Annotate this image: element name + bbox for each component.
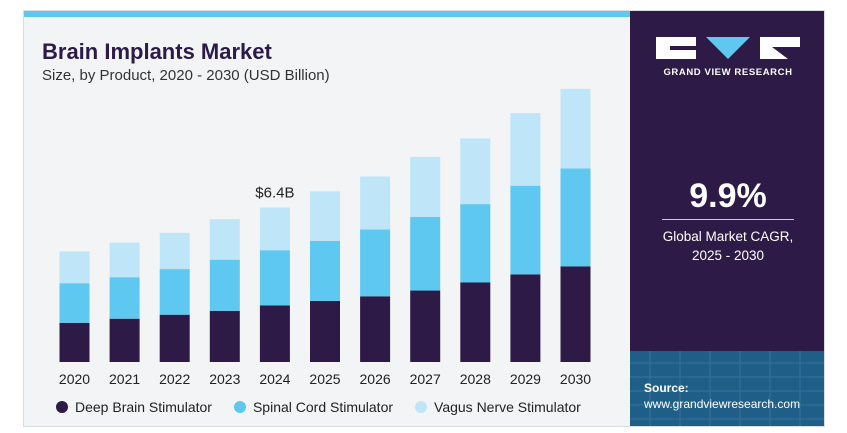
bar-total-annotation: $6.4B [255,185,294,202]
bar-segment-2030-vagus-nerve-stimulator [560,88,591,169]
legend-swatch [56,401,68,413]
legend-label: Vagus Nerve Stimulator [434,399,581,415]
bar-segment-2028-deep-brain-stimulator [460,282,491,362]
bar-segment-2025-spinal-cord-stimulator [310,241,340,301]
bar-segment-2023-spinal-cord-stimulator [209,259,240,311]
sidebar-panel: GRAND VIEW RESEARCH 9.9% Global Market C… [630,11,824,426]
bar-segment-2030-deep-brain-stimulator [560,266,591,362]
chart-legend: Deep Brain Stimulator Spinal Cord Stimul… [56,399,581,415]
bar-segment-2027-spinal-cord-stimulator [410,216,441,291]
bar-segment-2027-deep-brain-stimulator [410,290,441,362]
bar-segment-2022-vagus-nerve-stimulator [159,232,190,270]
bar-segment-2023-vagus-nerve-stimulator [209,219,240,260]
bar-segment-2029-vagus-nerve-stimulator [510,113,541,186]
legend-label: Deep Brain Stimulator [75,399,212,415]
bar-segment-2022-deep-brain-stimulator [159,314,190,362]
cagr-label-line2: 2025 - 2030 [691,248,765,263]
x-tick-label: 2025 [309,371,340,387]
bar-segment-2025-deep-brain-stimulator [310,300,340,362]
bar-segment-2026-spinal-cord-stimulator [360,229,391,297]
page-subtitle: Size, by Product, 2020 - 2030 (USD Billi… [42,67,330,84]
x-tick-label: 2026 [360,371,391,387]
legend-item-spinal-cord: Spinal Cord Stimulator [233,399,394,415]
legend-swatch [415,401,428,413]
x-tick-label: 2021 [109,371,140,387]
bar-segment-2030-spinal-cord-stimulator [560,168,591,267]
x-tick-label: 2027 [410,371,441,387]
x-tick-label: 2028 [460,371,491,387]
brand-name: GRAND VIEW RESEARCH [663,67,793,78]
grand-view-research-logo [656,37,800,59]
bar-segment-2021-spinal-cord-stimulator [109,277,140,319]
source-background-pattern [630,351,824,426]
bar-segment-2020-deep-brain-stimulator [59,322,90,362]
x-tick-label: 2029 [510,371,541,387]
infographic-frame: Brain Implants Market Size, by Product, … [23,10,825,427]
source-label: Source: [644,381,689,395]
top-accent-bar [24,11,630,17]
bar-segment-2021-deep-brain-stimulator [109,318,140,362]
bar-segment-2022-spinal-cord-stimulator [159,269,190,315]
x-tick-label: 2022 [159,371,190,387]
page-title: Brain Implants Market [42,39,272,64]
cagr-divider [662,219,794,220]
bar-segment-2020-spinal-cord-stimulator [59,283,90,323]
bar-segment-2028-vagus-nerve-stimulator [460,138,491,205]
cagr-label-line1: Global Market CAGR, [662,229,794,244]
x-tick-label: 2024 [259,371,290,387]
cagr-value: 9.9% [689,177,767,215]
legend-item-deep-brain: Deep Brain Stimulator [56,399,212,415]
legend-label: Spinal Cord Stimulator [252,399,394,415]
x-tick-label: 2023 [209,371,240,387]
x-tick-label: 2020 [59,371,90,387]
bar-segment-2021-vagus-nerve-stimulator [109,242,140,278]
bar-segment-2020-vagus-nerve-stimulator [59,251,90,284]
x-tick-label: 2030 [560,371,591,387]
bar-segment-2024-spinal-cord-stimulator [259,250,290,306]
bar-segment-2028-spinal-cord-stimulator [460,204,491,283]
bar-segment-2024-vagus-nerve-stimulator [259,207,290,251]
bar-segment-2029-spinal-cord-stimulator [510,185,541,275]
legend-swatch [233,401,246,413]
bar-segment-2026-vagus-nerve-stimulator [360,176,391,230]
source-box: Source: www.grandviewresearch.com [630,351,824,426]
source-link[interactable]: www.grandviewresearch.com [644,397,801,411]
stacked-bar-chart: 2020 2021 2022 2023 2024 2025 2026 2027 2028 2029… [59,88,591,387]
bar-segment-2023-deep-brain-stimulator [209,310,240,362]
bar-segment-2025-vagus-nerve-stimulator [310,191,340,241]
bar-segment-2026-deep-brain-stimulator [360,296,391,362]
bar-segment-2029-deep-brain-stimulator [510,274,541,362]
cagr-label: Global Market CAGR, 2025 - 2030 [630,227,824,265]
bar-segment-2024-deep-brain-stimulator [259,305,290,362]
bar-segment-2027-vagus-nerve-stimulator [410,156,441,217]
chart-panel: Brain Implants Market Size, by Product, … [24,17,630,426]
legend-item-vagus-nerve: Vagus Nerve Stimulator [415,399,581,415]
